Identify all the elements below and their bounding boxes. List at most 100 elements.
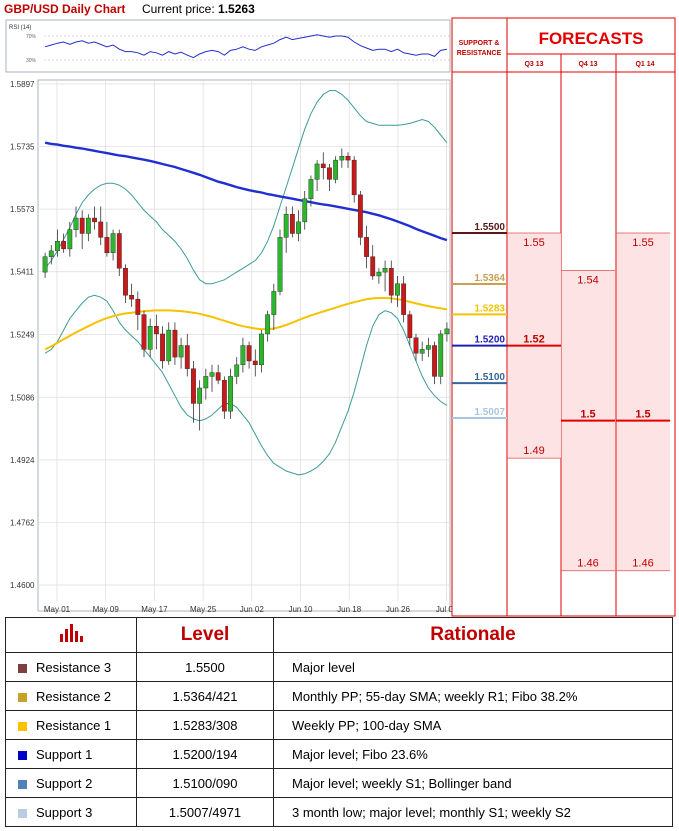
- level-row: Support 3 1.5007/4971 3 month low; major l…: [5, 797, 673, 827]
- candle-body: [221, 380, 227, 412]
- candle-body: [351, 159, 357, 196]
- levels-table: Level Rationale Resistance 3 1.5500 Major …: [5, 617, 673, 827]
- forecast-low-label: 1.46: [577, 558, 598, 570]
- x-tick-label: May 01: [44, 605, 71, 614]
- level-name: Support 2: [36, 775, 93, 791]
- x-tick-label: May 09: [93, 605, 120, 614]
- forecast-average-label: 1.5: [580, 409, 595, 421]
- candle-body: [296, 221, 301, 234]
- forecast-range-band: [617, 232, 670, 571]
- candle-body: [407, 314, 413, 338]
- y-tick-label: 1.5411: [10, 268, 34, 277]
- candle-body: [67, 229, 73, 250]
- forecast-column-header: Q3 13: [524, 61, 543, 68]
- candle-body: [184, 345, 190, 369]
- level-rationale: 3 month low; major level; monthly S1; we…: [273, 797, 673, 827]
- candle-body: [432, 345, 437, 377]
- candle-body: [333, 159, 339, 180]
- y-tick-label: 1.5573: [10, 205, 35, 214]
- chart-title: GBP/USD Daily Chart: [4, 2, 126, 16]
- rsi-level-label: 70%: [26, 34, 37, 40]
- y-tick-label: 1.5086: [10, 393, 35, 402]
- candle-body: [240, 345, 246, 366]
- rsi-panel: RSI (14) 70% 30%: [5, 19, 451, 73]
- y-tick-label: 1.5735: [10, 143, 35, 152]
- candle-body: [110, 233, 116, 254]
- level-color-swatch: [18, 663, 27, 673]
- level-row: Support 1 1.5200/194 Major level; Fibo 23.…: [5, 739, 673, 769]
- candle-body: [209, 372, 215, 377]
- levels-table-header: Level Rationale: [5, 617, 673, 653]
- candle-body: [425, 345, 431, 350]
- candle-body: [141, 314, 147, 350]
- level-name: Resistance 2: [36, 688, 112, 704]
- x-tick-label: Jun 26: [386, 605, 411, 614]
- candle-body: [438, 333, 444, 377]
- level-name-cell: Support 1: [5, 739, 137, 769]
- level-name: Support 1: [36, 746, 93, 762]
- candle-body: [85, 217, 91, 234]
- moving-average-blue-line: [44, 141, 448, 242]
- candle-body: [135, 298, 141, 315]
- candle-body: [357, 194, 363, 238]
- level-row: Resistance 1 1.5283/308 Weekly PP; 100-day…: [5, 710, 673, 740]
- candle-body: [339, 156, 345, 161]
- level-value: 1.5200/194: [136, 739, 274, 769]
- sr-level-label: 1.5283: [474, 303, 505, 314]
- bar-chart-icon: [60, 624, 83, 642]
- level-name-cell: Support 3: [5, 797, 137, 827]
- candle-body: [444, 328, 450, 335]
- moving-average-yellow-line: [44, 297, 448, 351]
- candle-body: [160, 333, 165, 362]
- candle-body: [388, 268, 394, 296]
- sr-level-label: 1.5364: [474, 273, 505, 284]
- forecast-panel: 1.55 1.49 1.52 1.54 1.46 1.5 1.55 1.46 1.5: [507, 232, 670, 572]
- y-tick-label: 1.4924: [10, 456, 35, 465]
- candle-body: [147, 325, 153, 350]
- forecast-average-label: 1.5: [635, 409, 650, 421]
- level-name: Support 3: [36, 804, 93, 820]
- candle-body: [153, 325, 159, 335]
- candle-body: [395, 283, 400, 296]
- sr-level-label: 1.5200: [474, 335, 505, 346]
- candle-body: [61, 241, 67, 250]
- candle-body: [42, 256, 48, 273]
- candle-body: [376, 271, 382, 277]
- candle-body: [401, 283, 407, 315]
- rsi-line: [44, 34, 447, 59]
- sr-header: RESISTANCE: [457, 50, 502, 57]
- sr-level-label: 1.5007: [474, 407, 505, 418]
- y-tick-label: 1.4762: [10, 518, 35, 527]
- x-tick-label: Jul 04: [436, 605, 458, 614]
- sr-level-label: 1.5500: [474, 222, 505, 233]
- candle-body: [92, 217, 97, 223]
- level-value: 1.5100/090: [136, 768, 274, 798]
- bollinger-upper-line: [44, 90, 448, 285]
- chart-title-bar: GBP/USD Daily Chart Current price: 1.526…: [0, 0, 452, 18]
- candle-body: [302, 198, 308, 223]
- level-name-cell: Resistance 1: [5, 710, 137, 740]
- level-color-swatch: [18, 779, 27, 789]
- rsi-frame: [5, 19, 451, 73]
- candle-body: [73, 217, 79, 230]
- candle-body: [265, 314, 271, 335]
- level-row: Support 2 1.5100/090 Major level; weekly S…: [5, 768, 673, 798]
- level-value: 1.5364/421: [136, 681, 274, 711]
- level-color-swatch: [18, 808, 27, 818]
- level-name-cell: Support 2: [5, 768, 137, 798]
- forecasts-title: FORECASTS: [539, 29, 644, 48]
- candle-body: [203, 376, 209, 389]
- level-value: 1.5500: [136, 652, 274, 682]
- current-price-label: Current price:: [142, 2, 215, 16]
- chart-area: RSI (14)70%30% 1.58971.57351.55731.54111…: [5, 17, 676, 617]
- candle-body: [246, 345, 252, 362]
- rsi-level-label: 30%: [26, 58, 37, 64]
- level-value: 1.5007/4971: [136, 797, 274, 827]
- level-name: Resistance 3: [36, 659, 112, 675]
- level-rationale: Monthly PP; 55-day SMA; weekly R1; Fibo …: [273, 681, 673, 711]
- x-tick-label: May 25: [190, 605, 217, 614]
- candle-body: [79, 217, 85, 234]
- candle-body: [55, 241, 60, 252]
- candle-body: [197, 387, 203, 404]
- candle-body: [228, 376, 233, 412]
